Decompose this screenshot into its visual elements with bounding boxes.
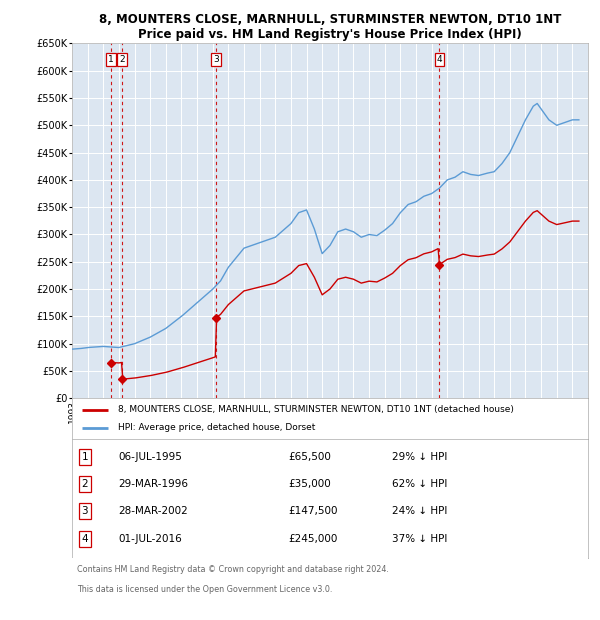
Text: 62% ↓ HPI: 62% ↓ HPI: [392, 479, 447, 489]
Text: 4: 4: [437, 55, 442, 64]
Text: 1: 1: [82, 452, 88, 462]
Text: This data is licensed under the Open Government Licence v3.0.: This data is licensed under the Open Gov…: [77, 585, 332, 594]
Text: 2: 2: [119, 55, 125, 64]
Text: £147,500: £147,500: [289, 507, 338, 516]
Text: 3: 3: [82, 507, 88, 516]
Text: £245,000: £245,000: [289, 534, 338, 544]
Text: 28-MAR-2002: 28-MAR-2002: [118, 507, 188, 516]
Text: 2: 2: [82, 479, 88, 489]
Text: 29-MAR-1996: 29-MAR-1996: [118, 479, 188, 489]
Text: 1: 1: [108, 55, 114, 64]
Text: £35,000: £35,000: [289, 479, 331, 489]
Text: 3: 3: [213, 55, 219, 64]
Text: 29% ↓ HPI: 29% ↓ HPI: [392, 452, 447, 462]
Text: 4: 4: [82, 534, 88, 544]
Text: £65,500: £65,500: [289, 452, 332, 462]
Text: HPI: Average price, detached house, Dorset: HPI: Average price, detached house, Dors…: [118, 423, 316, 432]
Text: 01-JUL-2016: 01-JUL-2016: [118, 534, 182, 544]
Text: 8, MOUNTERS CLOSE, MARNHULL, STURMINSTER NEWTON, DT10 1NT (detached house): 8, MOUNTERS CLOSE, MARNHULL, STURMINSTER…: [118, 405, 514, 414]
Text: Contains HM Land Registry data © Crown copyright and database right 2024.: Contains HM Land Registry data © Crown c…: [77, 565, 389, 574]
Text: 06-JUL-1995: 06-JUL-1995: [118, 452, 182, 462]
Text: 24% ↓ HPI: 24% ↓ HPI: [392, 507, 447, 516]
Text: 37% ↓ HPI: 37% ↓ HPI: [392, 534, 447, 544]
Title: 8, MOUNTERS CLOSE, MARNHULL, STURMINSTER NEWTON, DT10 1NT
Price paid vs. HM Land: 8, MOUNTERS CLOSE, MARNHULL, STURMINSTER…: [99, 13, 561, 41]
